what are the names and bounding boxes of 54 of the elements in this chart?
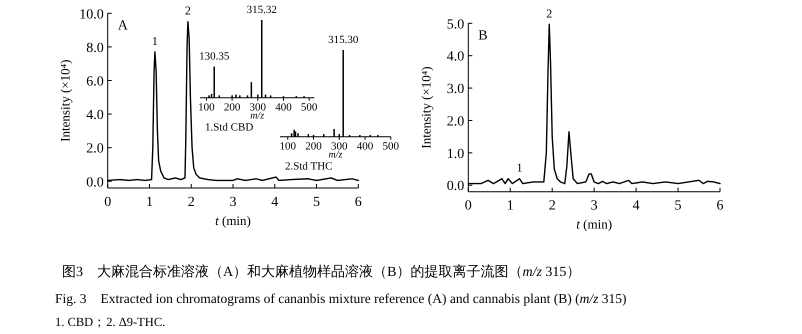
x-tick-label: 1 (506, 198, 514, 214)
y-axis-title: Intensity (×10⁴) (418, 66, 434, 149)
y-tick-label: 2.0 (86, 142, 104, 157)
annotation: 2 (184, 4, 191, 18)
x-tick-label: 1 (146, 195, 153, 210)
y-tick-label: 10.0 (79, 7, 104, 22)
y-tick-label: 2.0 (446, 114, 464, 130)
text: 1. CBD；2. Δ9-THC. (55, 315, 166, 329)
y-tick-label: 5.0 (446, 17, 464, 32)
x-axis-title: t (min) (576, 216, 612, 232)
x-tick-label: 3 (230, 195, 236, 210)
y-tick-label: 4.0 (86, 108, 104, 124)
x-tick-label: 100 (279, 140, 296, 153)
y-tick-label: 6.0 (86, 74, 104, 90)
annotation: B (478, 28, 488, 44)
y-tick-label: 0.0 (446, 179, 464, 194)
x-axis-title: m/z (250, 110, 264, 122)
x-tick-label: 5 (674, 198, 682, 214)
x-tick-label: 4 (271, 195, 278, 210)
y-tick-label: 8.0 (86, 40, 104, 56)
x-tick-label: 0 (104, 195, 112, 210)
y-tick-label: 3.0 (446, 82, 464, 98)
text: 1.Std CBD (205, 122, 254, 134)
x-tick-label: 0 (464, 198, 472, 214)
annotation: 2 (546, 6, 552, 20)
x-tick-label: 500 (382, 140, 400, 153)
x-axis-title: t (min) (215, 213, 251, 228)
annotation: 315.32 (246, 4, 277, 16)
annotation: A (118, 18, 129, 34)
x-tick-label: 6 (716, 198, 724, 214)
annotation: 130.35 (199, 50, 230, 63)
x-tick-label: 2 (548, 198, 556, 214)
x-tick-label: 5 (313, 195, 320, 210)
x-tick-label: 200 (305, 140, 322, 153)
x-tick-label: 400 (275, 102, 292, 114)
x-tick-label: 500 (300, 102, 318, 114)
y-tick-label: 4.0 (446, 50, 464, 65)
y-axis-title: Intensity (×10⁴) (58, 60, 73, 142)
caption: Fig. 3 Extracted ion chromatograms of cananbis mixture reference (A) and cannabis plant (B) (m/z 315) (55, 291, 626, 306)
text: 2.Std THC (285, 160, 332, 173)
x-tick-label: 4 (632, 198, 640, 214)
annotation: 315.30 (328, 34, 359, 46)
x-tick-label: 100 (198, 102, 216, 114)
x-axis-title: m/z (328, 150, 342, 161)
x-tick-label: 3 (590, 198, 598, 214)
x-tick-label: 2 (188, 195, 195, 210)
x-tick-label: 6 (354, 195, 362, 210)
annotation: 1 (152, 34, 158, 48)
annotation: 1 (516, 160, 522, 175)
x-tick-label: 200 (224, 102, 241, 114)
x-tick-label: 400 (356, 140, 374, 153)
y-tick-label: 0.0 (86, 175, 104, 190)
caption: 图3 大麻混合标准溶液（A）和大麻植物样品溶液（B）的提取离子流图（m/z 315） (62, 264, 580, 280)
y-tick-label: 1.0 (446, 146, 464, 162)
